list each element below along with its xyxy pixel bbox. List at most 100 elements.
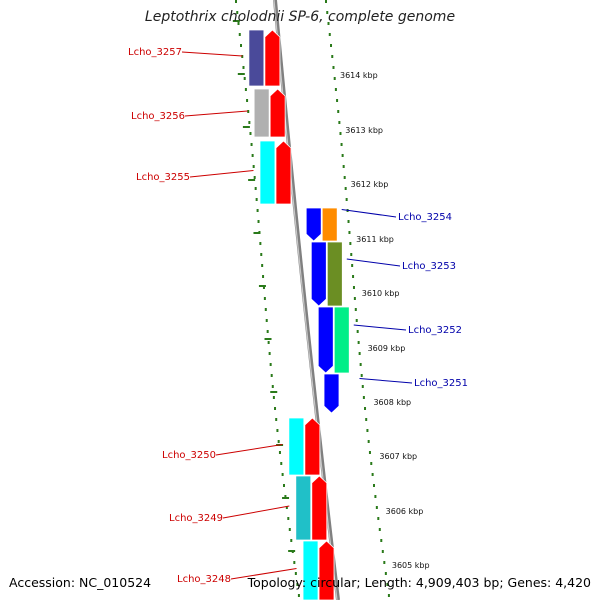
ruler-dot bbox=[386, 583, 389, 586]
ruler-dot bbox=[357, 341, 360, 344]
ruler-tick bbox=[248, 179, 256, 181]
ruler-dot bbox=[340, 143, 343, 146]
ruler-dot bbox=[260, 253, 263, 256]
accession-text: Accession: NC_010524 bbox=[9, 575, 152, 590]
ruler-dot bbox=[352, 286, 355, 289]
gene-label-Lcho_3256: Lcho_3256 bbox=[131, 111, 185, 122]
gene-leader-Lcho_3249 bbox=[222, 505, 290, 519]
ruler-dot bbox=[336, 99, 339, 102]
gene-category-block-Lcho_3257 bbox=[264, 29, 281, 87]
ruler-dot bbox=[330, 44, 333, 47]
ruler-dot bbox=[342, 165, 345, 168]
gene-block-Lcho_3252 bbox=[317, 306, 334, 374]
gene-category-block-Lcho_3248 bbox=[318, 540, 335, 600]
ruler-dot bbox=[368, 451, 371, 454]
gene-label-Lcho_3253: Lcho_3253 bbox=[402, 261, 456, 272]
ruler-dot bbox=[250, 143, 253, 146]
ruler-dot bbox=[384, 572, 387, 575]
ruler-dot bbox=[332, 66, 335, 69]
ruler-tick bbox=[253, 232, 261, 234]
ruler-dot bbox=[356, 330, 359, 333]
gene-block-Lcho_3255 bbox=[259, 140, 276, 205]
ruler-dot bbox=[383, 561, 386, 564]
ruler-dot bbox=[288, 528, 291, 531]
ruler-dot bbox=[252, 165, 255, 168]
kbp-tick-label: 3605 kbp bbox=[392, 561, 430, 570]
ruler-dot bbox=[237, 22, 240, 25]
ruler-dot bbox=[352, 275, 355, 278]
ruler-dot bbox=[339, 132, 342, 135]
ruler-dot bbox=[375, 506, 378, 509]
ruler-tick bbox=[237, 73, 245, 75]
ruler-dot bbox=[325, 0, 327, 3]
kbp-tick-label: 3613 kbp bbox=[345, 126, 383, 135]
ruler-dot bbox=[276, 429, 279, 432]
ruler-dot bbox=[241, 55, 244, 58]
ruler-dot bbox=[361, 385, 364, 388]
genome-title: Leptothrix cholodnii SP-6, complete geno… bbox=[144, 9, 456, 25]
gene-leader-Lcho_3254 bbox=[341, 209, 397, 218]
ruler-dot bbox=[243, 77, 246, 80]
ruler-dot bbox=[338, 121, 341, 124]
ruler-dot bbox=[353, 297, 356, 300]
gene-label-Lcho_3255: Lcho_3255 bbox=[136, 172, 190, 183]
ruler-dot bbox=[246, 99, 249, 102]
ruler-dot bbox=[278, 451, 281, 454]
gene-label-Lcho_3250: Lcho_3250 bbox=[162, 450, 216, 461]
ruler-dot bbox=[326, 11, 329, 14]
ruler-tick bbox=[264, 338, 272, 340]
gene-leader-Lcho_3250 bbox=[215, 444, 283, 456]
ruler-dot bbox=[259, 242, 262, 245]
ruler-dot bbox=[254, 187, 257, 190]
gene-label-Lcho_3252: Lcho_3252 bbox=[408, 325, 462, 336]
ruler-dot bbox=[371, 473, 374, 476]
ruler-dot bbox=[345, 198, 348, 201]
ruler-dot bbox=[277, 440, 280, 443]
ruler-dot bbox=[347, 220, 350, 223]
ruler-dot bbox=[334, 88, 337, 91]
ruler-dot bbox=[249, 132, 252, 135]
ruler-dot bbox=[285, 506, 288, 509]
ruler-dot bbox=[256, 209, 259, 212]
kbp-tick-label: 3610 kbp bbox=[362, 289, 400, 298]
gene-block-Lcho_3254 bbox=[305, 207, 322, 242]
ruler-dot bbox=[359, 363, 362, 366]
ruler-tick bbox=[258, 285, 266, 287]
ruler-dot bbox=[282, 484, 285, 487]
gene-leader-Lcho_3257 bbox=[181, 51, 243, 57]
ruler-dot bbox=[235, 0, 237, 3]
ruler-dot bbox=[331, 55, 334, 58]
ruler-dot bbox=[360, 374, 363, 377]
ruler-dot bbox=[343, 176, 346, 179]
ruler-dot bbox=[350, 253, 353, 256]
gene-block-Lcho_3256 bbox=[253, 88, 270, 138]
ruler-dot bbox=[268, 352, 271, 355]
ruler-dot bbox=[367, 440, 370, 443]
ruler-dot bbox=[280, 462, 283, 465]
ruler-dot bbox=[262, 286, 265, 289]
ruler-dot bbox=[380, 539, 383, 542]
ruler-dot bbox=[262, 275, 265, 278]
kbp-tick-label: 3608 kbp bbox=[373, 398, 411, 407]
ruler-tick bbox=[242, 126, 250, 128]
ruler-dot bbox=[294, 572, 297, 575]
ruler-dot bbox=[236, 11, 239, 14]
kbp-tick-label: 3612 kbp bbox=[351, 180, 389, 189]
ruler-dot bbox=[344, 187, 347, 190]
ruler-dot bbox=[378, 528, 381, 531]
gene-block-Lcho_3248 bbox=[302, 540, 319, 600]
kbp-tick-label: 3611 kbp bbox=[356, 235, 394, 244]
ruler-dot bbox=[272, 396, 275, 399]
gene-block-Lcho_3249 bbox=[295, 475, 312, 541]
ruler-dot bbox=[337, 110, 340, 113]
gene-category-block-Lcho_3256 bbox=[269, 88, 286, 138]
ruler-dot bbox=[284, 495, 287, 498]
ruler-dot bbox=[251, 154, 254, 157]
ruler-dot bbox=[365, 418, 368, 421]
gene-block-Lcho_3250 bbox=[288, 417, 305, 476]
ruler-dot bbox=[290, 539, 293, 542]
ruler-dot bbox=[253, 176, 256, 179]
ruler-dot bbox=[238, 33, 241, 36]
gene-block-Lcho_3253 bbox=[310, 241, 327, 307]
